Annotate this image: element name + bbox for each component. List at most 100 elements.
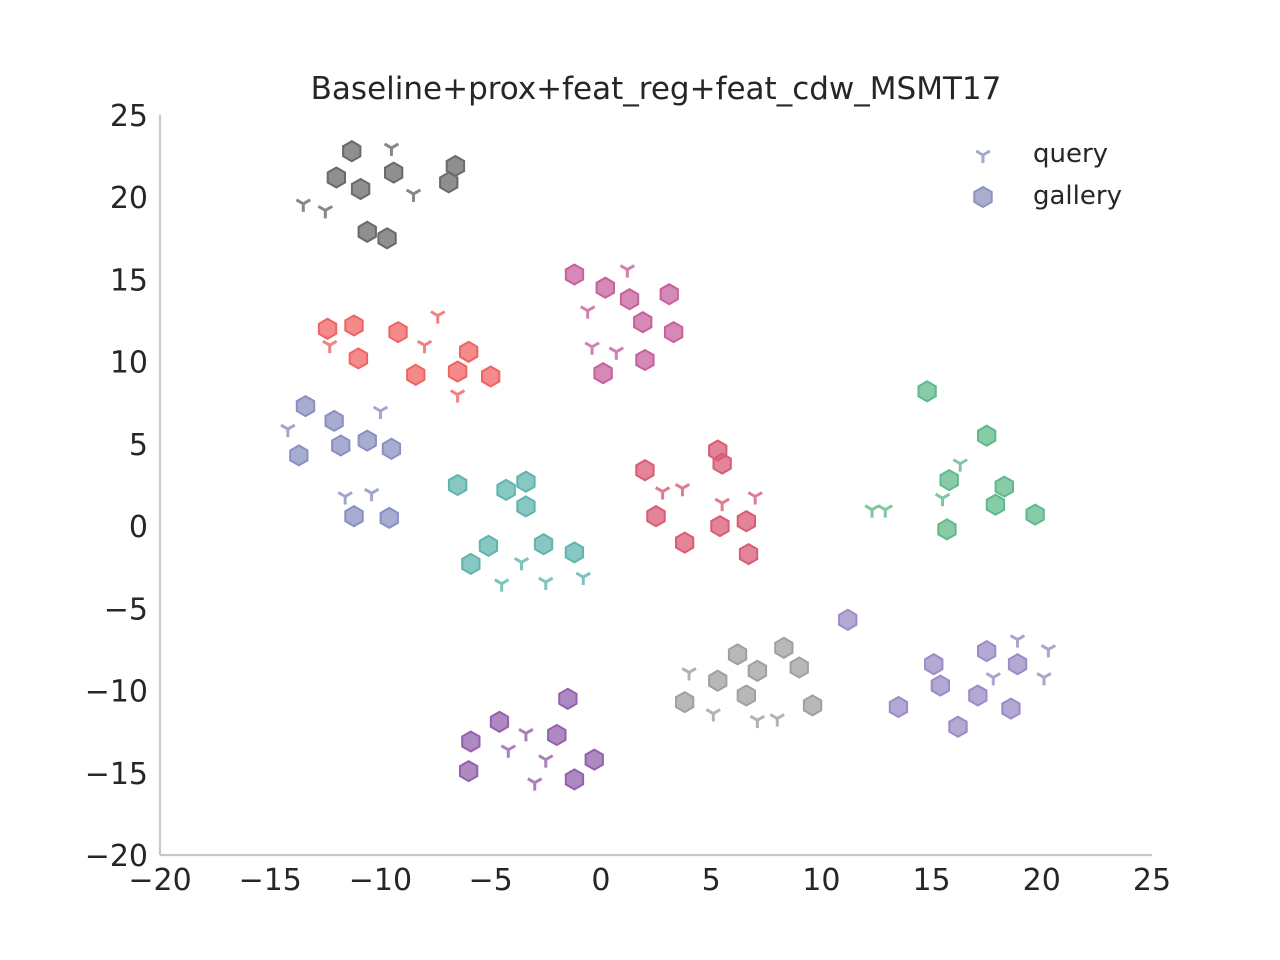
gallery-point	[727, 643, 748, 666]
gallery-point	[564, 263, 585, 286]
gallery-point	[736, 510, 756, 533]
gallery-point	[977, 424, 997, 447]
gallery-point	[659, 283, 679, 306]
cluster	[295, 140, 466, 250]
gallery-point	[838, 608, 858, 631]
gallery-point	[326, 166, 346, 189]
gallery-point	[381, 437, 402, 460]
query-point	[864, 504, 880, 518]
gallery-point	[489, 710, 510, 733]
gallery-point	[917, 380, 937, 403]
cluster	[447, 470, 591, 592]
query-point	[317, 205, 334, 219]
legend: query gallery	[973, 139, 1122, 211]
gallery-point	[937, 518, 957, 541]
query-point	[952, 458, 968, 472]
query-point	[975, 149, 991, 163]
gallery-point	[635, 459, 655, 482]
gallery-point	[324, 409, 344, 433]
x-tick-label: 20	[1023, 863, 1061, 898]
gallery-point	[564, 541, 585, 564]
x-tick-labels: −20 −15 −10 −5 0 5 10 15 20 25	[128, 863, 1171, 898]
cluster	[864, 380, 1045, 541]
query-point	[608, 346, 624, 360]
y-tick-label: −10	[85, 675, 148, 710]
cluster	[838, 608, 1057, 738]
query-point	[1036, 672, 1052, 686]
gallery-point	[379, 506, 399, 530]
query-point	[295, 198, 311, 212]
gallery-point	[516, 495, 536, 518]
gallery-point	[439, 171, 459, 194]
query-point	[1009, 634, 1026, 648]
gallery-point	[973, 185, 993, 209]
query-point	[513, 556, 530, 571]
query-point	[619, 264, 636, 278]
query-point	[575, 571, 591, 586]
chart-title: Baseline+prox+feat_reg+feat_cdw_MSMT17	[311, 71, 1002, 107]
gallery-point	[344, 314, 364, 337]
query-point	[714, 497, 730, 512]
query-point	[579, 305, 596, 319]
y-tick-label: −20	[85, 839, 148, 874]
gallery-point	[384, 161, 404, 184]
query-point	[681, 667, 697, 681]
query-point	[538, 754, 554, 768]
gallery-point	[533, 533, 554, 556]
gallery-point	[977, 639, 997, 663]
gallery-point	[968, 684, 988, 707]
y-tick-label: 25	[110, 99, 148, 134]
cluster	[564, 263, 684, 385]
x-tick-label: 15	[912, 863, 950, 898]
query-point	[383, 142, 400, 156]
x-tick-label: 10	[802, 863, 840, 898]
gallery-point	[447, 360, 468, 383]
gallery-point	[331, 434, 351, 457]
gallery-point	[461, 730, 481, 753]
gallery-point	[593, 362, 613, 385]
gallery-point	[664, 320, 684, 344]
x-tick-label: −5	[469, 863, 513, 898]
gallery-point	[930, 674, 950, 697]
gallery-point	[1001, 697, 1021, 720]
gallery-point	[789, 656, 809, 679]
cluster	[317, 310, 501, 403]
x-tick-label: −10	[349, 863, 412, 898]
gallery-point	[948, 715, 968, 738]
gallery-point	[357, 429, 377, 452]
query-point	[416, 339, 433, 354]
gallery-point	[595, 276, 615, 299]
gallery-point	[747, 659, 768, 682]
gallery-point	[289, 444, 309, 467]
query-point	[654, 486, 671, 500]
y-tick-label: 15	[110, 263, 148, 298]
gallery-point	[461, 552, 481, 576]
gallery-point	[985, 493, 1006, 516]
data-points	[280, 140, 1057, 791]
gallery-point	[635, 348, 655, 372]
gallery-point	[295, 394, 316, 418]
query-point	[769, 713, 785, 727]
gallery-point	[317, 317, 338, 340]
query-point	[372, 405, 389, 419]
gallery-point	[377, 227, 397, 250]
gallery-point	[459, 759, 479, 783]
query-point	[749, 714, 766, 729]
query-point	[985, 672, 1001, 686]
gallery-point	[516, 470, 536, 493]
query-point	[500, 744, 516, 758]
query-point	[934, 492, 951, 507]
gallery-point	[348, 347, 369, 370]
gallery-point	[459, 340, 479, 363]
query-point	[363, 487, 380, 502]
x-tick-label: −15	[239, 863, 302, 898]
gallery-point	[939, 468, 959, 492]
gallery-point	[564, 768, 585, 791]
gallery-point	[738, 542, 759, 566]
y-tick-label: 10	[110, 346, 148, 381]
gallery-point	[1025, 503, 1045, 526]
gallery-point	[712, 452, 732, 475]
query-point	[877, 504, 893, 518]
x-tick-label: 5	[702, 863, 721, 898]
